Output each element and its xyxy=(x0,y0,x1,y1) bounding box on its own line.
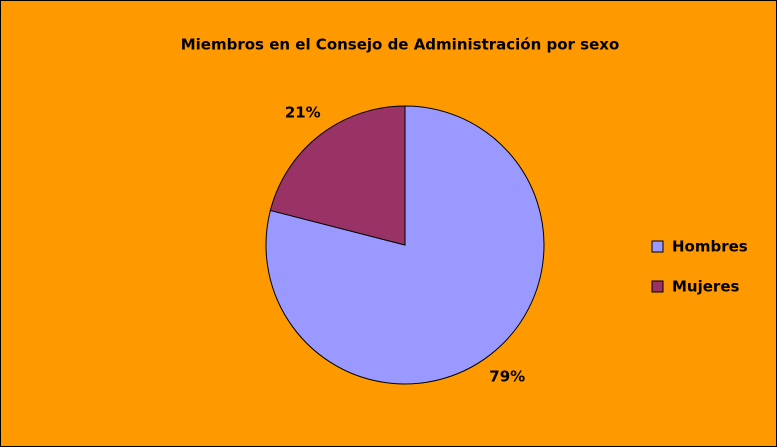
legend-label: Mujeres xyxy=(672,278,739,296)
chart-title: Miembros en el Consejo de Administración… xyxy=(181,36,620,54)
data-label: 21% xyxy=(285,104,321,122)
legend-swatch xyxy=(651,280,664,293)
legend-label: Hombres xyxy=(672,238,748,256)
pie-slice xyxy=(269,105,406,246)
data-label: 79% xyxy=(489,367,525,385)
legend-swatch xyxy=(651,240,664,253)
